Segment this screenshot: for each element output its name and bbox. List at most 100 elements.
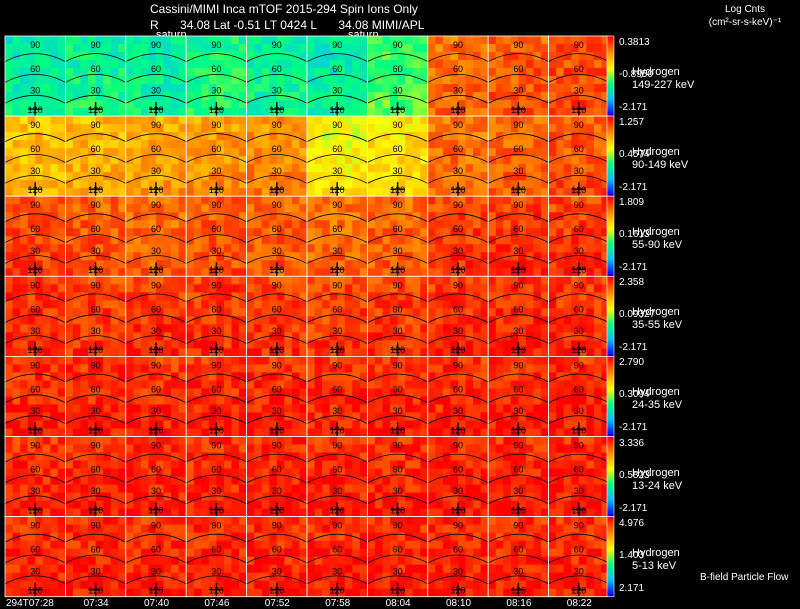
colorbar-segment: [607, 196, 614, 199]
contour-label: 90: [151, 521, 161, 531]
colorbar-segment: [607, 86, 614, 89]
contour-label: 30: [393, 86, 403, 96]
heatmap-cell: 90 60 30 120: [366, 436, 429, 517]
units-title: Log Cnts: [724, 4, 766, 15]
heatmap-cell: 90 60 30 120: [4, 516, 66, 598]
contour-label: 30: [151, 86, 161, 96]
contour-label: 90: [453, 40, 463, 50]
colorbar-tick-label: -0.8950: [619, 69, 653, 80]
contour-label: 90: [513, 40, 523, 50]
colorbar-segment: [607, 262, 614, 265]
contour-label: 30: [453, 406, 463, 416]
heatmap-cell: 90 60 30 120: [306, 516, 368, 598]
colorbar-segment: [607, 420, 614, 423]
colorbar-segment: [607, 532, 614, 535]
contour-label: 60: [151, 224, 161, 234]
colorbar-segment: [607, 198, 614, 201]
contour-label: 30: [332, 86, 342, 96]
colorbar-segment: [607, 368, 614, 371]
contour-label: 30: [211, 486, 221, 496]
contour-label: 90: [393, 120, 403, 130]
contour-label: 90: [574, 200, 584, 210]
contour-label: 120: [148, 105, 163, 115]
colorbar-segment: [607, 552, 614, 555]
contour-label: 90: [30, 40, 40, 50]
colorbar-segment: [607, 430, 614, 433]
colorbar-segment: [607, 550, 614, 553]
contour-label: 60: [272, 304, 282, 314]
colorbar-segment: [607, 428, 614, 431]
contour-label: 30: [574, 166, 584, 176]
colorbar-segment: [607, 38, 614, 41]
heatmap-cell: 90 60 30 120: [427, 275, 489, 357]
contour-label: 120: [28, 425, 43, 435]
contour-label: 30: [30, 246, 40, 256]
heatmap-cell: 90 60 30 120: [366, 195, 429, 277]
colorbar-segment: [607, 374, 614, 377]
colorbar-segment: [607, 246, 614, 249]
contour-label: 90: [453, 360, 463, 370]
contour-label: 120: [450, 586, 465, 596]
contour-label: 120: [148, 345, 163, 355]
heatmap-cell: 90 60 30 120: [427, 436, 489, 517]
contour-label: 120: [209, 505, 224, 515]
colorbar-segment: [607, 288, 614, 291]
contour-label: 90: [332, 521, 342, 531]
contour-label: 120: [450, 105, 465, 115]
contour-label: 90: [393, 280, 403, 290]
contour-label: 90: [91, 441, 101, 451]
heatmap-cell: 90 60 30 120: [548, 195, 610, 277]
colorbar-segment: [607, 594, 614, 597]
colorbar-segment: [607, 330, 614, 333]
colorbar-segment: [607, 520, 614, 523]
contour-label: 90: [453, 441, 463, 451]
contour-label: 60: [574, 304, 584, 314]
contour-label: 60: [393, 144, 403, 154]
colorbar-segment: [607, 440, 614, 443]
colorbar-segment: [607, 566, 614, 569]
contour-label: 120: [148, 185, 163, 195]
contour-label: 30: [211, 326, 221, 336]
colorbar-segment: [607, 222, 614, 225]
contour-label: 90: [574, 40, 584, 50]
heatmap-cell: 90 60 30 120: [548, 115, 610, 197]
contour-label: 90: [332, 40, 342, 50]
contour-label: 120: [269, 185, 284, 195]
contour-label: 60: [91, 545, 101, 555]
contour-label: 120: [88, 425, 103, 435]
colorbar-segment: [607, 530, 614, 533]
colorbar-segment: [607, 194, 614, 197]
contour-label: 120: [330, 425, 345, 435]
colorbar-segment: [607, 118, 614, 121]
colorbar-tick-label: 0.3094: [619, 389, 650, 401]
colorbar-segment: [607, 418, 614, 421]
colorbar-segment: [607, 324, 614, 327]
heatmap-cell: 90 60 30 120: [125, 275, 187, 357]
contour-label: 120: [511, 185, 526, 195]
heatmap-cell: 90 60 30 120: [4, 275, 66, 357]
heatmap-cell: 90 60 30 120: [185, 516, 247, 598]
colorbar-segment: [607, 482, 614, 485]
colorbar-segment: [607, 108, 614, 111]
contour-label: 120: [330, 105, 345, 115]
colorbar-segment: [607, 426, 614, 429]
contour-label: 30: [393, 326, 403, 336]
colorbar-tick-label: -2.171: [619, 262, 648, 274]
colorbar-segment: [607, 442, 614, 445]
colorbar-segment: [607, 312, 614, 315]
contour-label: 90: [272, 120, 282, 130]
heatmap-cell: 90 60 30 120: [65, 115, 127, 197]
colorbar-segment: [607, 260, 614, 263]
contour-label: 60: [211, 64, 221, 74]
colorbar-segment: [607, 576, 614, 579]
heatmap-cell: 90 60 30 120: [366, 355, 429, 437]
colorbar-segment: [607, 74, 614, 77]
contour-label: 60: [151, 384, 161, 394]
contour-label: 30: [30, 566, 40, 576]
contour-label: 60: [393, 64, 403, 74]
contour-label: 30: [30, 406, 40, 416]
colorbar-segment: [607, 502, 614, 505]
contour-label: 30: [393, 566, 403, 576]
colorbar-segment: [607, 450, 614, 453]
